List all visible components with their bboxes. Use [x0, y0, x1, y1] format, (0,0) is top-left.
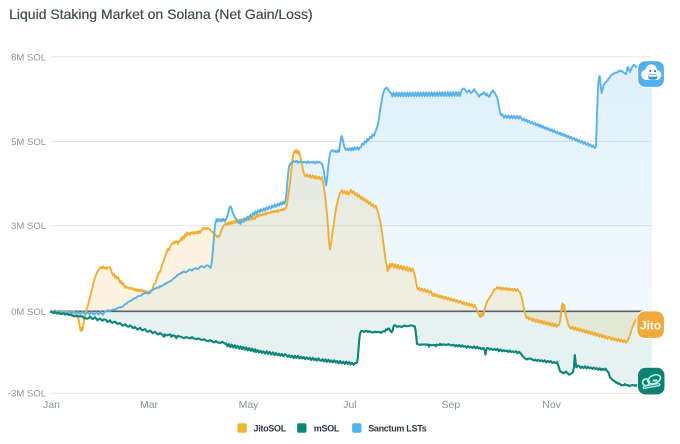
svg-text:3M SOL: 3M SOL: [11, 221, 46, 232]
svg-text:0M SOL: 0M SOL: [11, 307, 46, 318]
svg-text:Sanctum LSTs: Sanctum LSTs: [368, 423, 427, 433]
svg-text:JitoSOL: JitoSOL: [254, 423, 287, 433]
svg-text:8M SOL: 8M SOL: [11, 52, 46, 63]
svg-text:Sep: Sep: [442, 399, 461, 411]
svg-text:Jul: Jul: [343, 399, 356, 411]
svg-text:May: May: [239, 399, 260, 411]
svg-text:-3M SOL: -3M SOL: [8, 389, 46, 400]
svg-text:Jito: Jito: [640, 318, 661, 332]
svg-text:mSOL: mSOL: [314, 423, 340, 433]
svg-text:5M SOL: 5M SOL: [11, 137, 46, 148]
svg-text:Mar: Mar: [140, 399, 159, 411]
svg-text:Jan: Jan: [43, 399, 60, 411]
svg-text:Nov: Nov: [542, 399, 561, 411]
